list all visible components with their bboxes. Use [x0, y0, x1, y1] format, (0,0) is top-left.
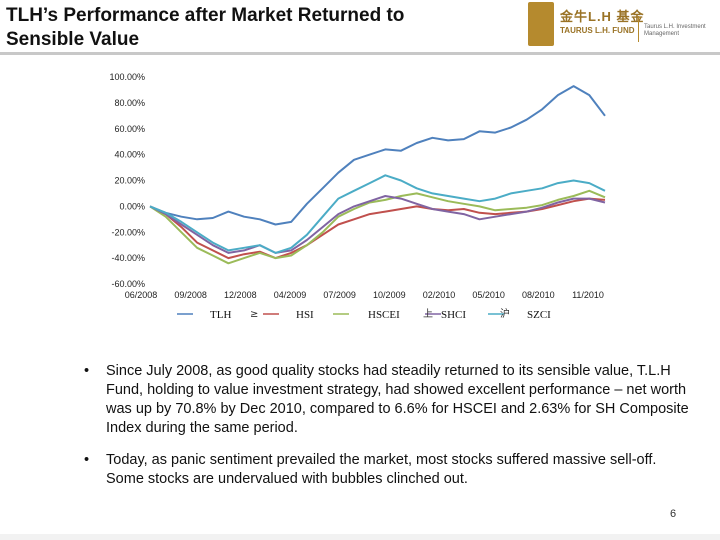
x-tick-label: 05/2010 [472, 290, 505, 300]
legend-glyph: 上 [423, 308, 433, 320]
legend-label: HSI [296, 309, 314, 321]
chart-legend: TLH HSI HSCEI SHCI SZCI ≥ 上 沪 [177, 307, 551, 321]
y-tick-label: -20.00% [111, 227, 145, 237]
performance-chart: 100.00% 80.00% 60.00% 40.00% 20.00% 0.00% -20.… [109, 72, 606, 321]
x-tick-label: 12/2008 [224, 290, 257, 300]
x-tick-label: 10/2009 [373, 290, 406, 300]
footer-rule [0, 534, 720, 540]
bullet-marker: • [84, 452, 90, 468]
x-tick-label: 06/2008 [125, 290, 158, 300]
bullet-list: • Since July 2008, as good quality stock… [84, 362, 694, 502]
header-rule [0, 52, 720, 55]
y-tick-label: -40.00% [111, 253, 145, 263]
y-tick-label: -60.00% [111, 279, 145, 289]
series-line-szci [149, 174, 606, 254]
x-tick-label: 08/2010 [522, 290, 555, 300]
y-tick-label: 100.00% [109, 72, 145, 82]
legend-label: HSCEI [368, 309, 400, 321]
bullet-marker: • [84, 363, 90, 379]
logo-divider [638, 16, 639, 42]
y-tick-label: 0.00% [119, 201, 145, 211]
y-tick-label: 60.00% [114, 124, 145, 134]
bullet-item: • Since July 2008, as good quality stock… [84, 362, 694, 438]
bullet-text: Since July 2008, as good quality stocks … [106, 363, 689, 436]
bull-logo-icon [528, 2, 554, 46]
x-tick-label: 11/2010 [572, 290, 604, 300]
series-line-hsi [149, 197, 606, 260]
legend-label: SZCI [527, 309, 551, 321]
series-lines [149, 85, 606, 265]
y-tick-label: 20.00% [114, 176, 145, 186]
x-tick-label: 02/2010 [423, 290, 456, 300]
series-line-shci [149, 195, 606, 254]
series-line-tlh [149, 85, 606, 226]
logo-english-name: TAURUS L.H. FUND [560, 26, 635, 35]
x-axis-ticks: 06/2008 09/2008 12/2008 04/2009 07/2009 10/20… [125, 290, 604, 300]
legend-glyph: ≥ [250, 309, 258, 320]
logo-chinese-name: 金牛L.H 基金 [560, 9, 645, 24]
legend-label: TLH [210, 309, 231, 321]
x-tick-label: 07/2009 [323, 290, 356, 300]
y-axis-ticks: 100.00% 80.00% 60.00% 40.00% 20.00% 0.00% -20.… [109, 72, 145, 289]
bullet-text: Today, as panic sentiment prevailed the … [106, 452, 657, 487]
y-tick-label: 40.00% [114, 150, 145, 160]
page-number: 6 [670, 508, 677, 520]
legend-label: SHCI [441, 309, 466, 321]
y-tick-label: 80.00% [114, 98, 145, 108]
logo-small-text: Taurus L.H. Investment Management [644, 24, 706, 37]
x-tick-label: 04/2009 [274, 290, 307, 300]
bullet-item: • Today, as panic sentiment prevailed th… [84, 451, 694, 489]
taurus-logo: 金牛L.H 基金 TAURUS L.H. FUND Taurus L.H. In… [528, 2, 718, 48]
series-line-hscei [149, 189, 606, 265]
slide-title: TLH’s Performance after Market Returned … [6, 5, 405, 50]
x-tick-label: 09/2008 [174, 290, 207, 300]
legend-glyph: 沪 [500, 307, 510, 320]
